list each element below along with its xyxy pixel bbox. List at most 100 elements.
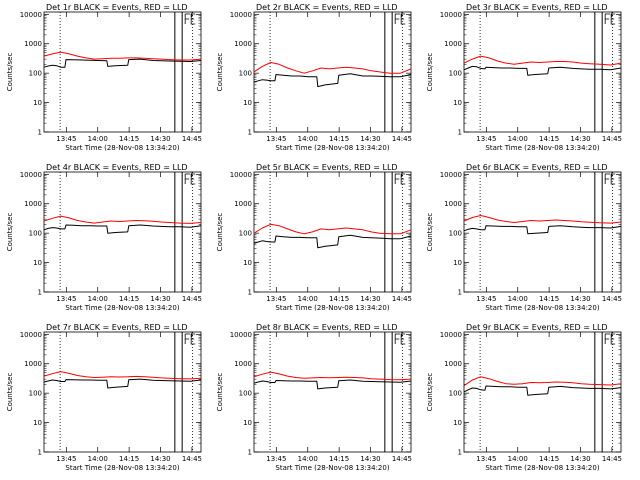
x-tick-label: 13:45 — [56, 295, 76, 303]
y-axis-label: Counts/sec — [426, 373, 434, 412]
y-tick-label: 10 — [243, 419, 252, 427]
x-tick-label: 14:00 — [298, 295, 318, 303]
y-tick-label: 10 — [243, 99, 252, 107]
y-tick-label: 1000 — [444, 200, 462, 208]
x-tick-label: 13:45 — [266, 455, 286, 463]
series-events-line — [463, 225, 622, 235]
panel-title: Det 5r BLACK = Events, RED = LLD — [256, 163, 398, 172]
y-tick-label: 10000 — [20, 11, 42, 19]
x-tick-label: 14:45 — [182, 455, 202, 463]
y-tick-label: 1000 — [24, 360, 42, 368]
y-tick-label: 1 — [248, 289, 252, 297]
flag-mark — [184, 333, 191, 344]
y-tick-label: 1 — [248, 449, 252, 457]
y-axis-label: Counts/sec — [426, 213, 434, 252]
series-events-line — [253, 234, 412, 249]
y-tick-label: 100 — [449, 230, 462, 238]
y-axis-label: Counts/sec — [6, 53, 14, 92]
flag-mark — [610, 173, 616, 185]
flag-mark — [604, 173, 611, 184]
y-tick-label: 1000 — [234, 40, 252, 48]
y-tick-label: 1000 — [24, 200, 42, 208]
y-tick-label: 1000 — [234, 200, 252, 208]
y-tick-label: 1000 — [24, 40, 42, 48]
flag-mark — [190, 333, 196, 345]
panel-det-2r: Det 2r BLACK = Events, RED = LLD 1 10 100 10… — [216, 3, 412, 152]
y-tick-label: 100 — [239, 230, 252, 238]
flag-mark — [400, 173, 406, 185]
y-tick-label: 100 — [449, 70, 462, 78]
panel-title: Det 7r BLACK = Events, RED = LLD — [46, 323, 188, 332]
panel-det-8r: Det 8r BLACK = Events, RED = LLD 1 10 100 10… — [216, 323, 412, 472]
y-tick-label: 1 — [458, 449, 462, 457]
series-events-line — [43, 58, 202, 68]
y-tick-label: 1 — [248, 129, 252, 137]
flag-mark — [604, 333, 611, 344]
plot-frame — [463, 171, 622, 293]
flag-mark — [610, 333, 616, 345]
y-tick-label: 10 — [453, 259, 462, 267]
flag-mark — [190, 173, 196, 185]
x-axis-label: Start Time (28-Nov-08 13:34:20) — [65, 144, 179, 152]
x-tick-label: 14:00 — [298, 455, 318, 463]
y-tick-label: 100 — [449, 390, 462, 398]
plot-frame — [43, 171, 202, 293]
series-events-line — [463, 65, 622, 76]
x-tick-label: 13:45 — [476, 455, 496, 463]
panel-det-1r: Det 1r BLACK = Events, RED = LLD 1 10 100 10… — [6, 3, 202, 152]
panel-title: Det 4r BLACK = Events, RED = LLD — [46, 163, 188, 172]
x-tick-label: 14:30 — [570, 135, 590, 143]
panel-det-9r: Det 9r BLACK = Events, RED = LLD 1 10 100 10… — [426, 323, 622, 472]
panel-det-7r: Det 7r BLACK = Events, RED = LLD 1 10 100 10… — [6, 323, 202, 472]
flag-mark — [190, 13, 196, 25]
x-tick-label: 14:15 — [539, 135, 559, 143]
plot-frame — [253, 11, 412, 133]
panel-title: Det 6r BLACK = Events, RED = LLD — [466, 163, 608, 172]
x-tick-label: 14:45 — [602, 455, 622, 463]
flag-mark — [394, 333, 401, 344]
x-tick-label: 14:15 — [329, 455, 349, 463]
y-tick-label: 10000 — [230, 171, 252, 179]
x-tick-label: 14:45 — [392, 135, 412, 143]
y-tick-label: 100 — [29, 390, 42, 398]
plot-frame — [253, 331, 412, 453]
panel-title: Det 9r BLACK = Events, RED = LLD — [466, 323, 608, 332]
y-axis-label: Counts/sec — [216, 53, 224, 92]
x-tick-label: 14:30 — [570, 455, 590, 463]
x-tick-label: 14:00 — [88, 455, 108, 463]
series-lld-line — [463, 215, 622, 224]
y-axis-label: Counts/sec — [216, 373, 224, 412]
plot-frame — [43, 11, 202, 133]
series-lld-line — [463, 55, 622, 66]
x-tick-label: 13:45 — [56, 455, 76, 463]
series-events-line — [43, 224, 202, 234]
x-tick-label: 14:45 — [182, 135, 202, 143]
flag-mark — [184, 173, 191, 184]
y-tick-label: 10 — [33, 99, 42, 107]
x-tick-label: 14:45 — [602, 295, 622, 303]
x-tick-label: 14:30 — [150, 135, 170, 143]
x-tick-label: 14:00 — [88, 135, 108, 143]
flag-mark — [184, 13, 191, 24]
y-tick-label: 10000 — [440, 331, 462, 339]
x-tick-label: 14:30 — [360, 295, 380, 303]
y-tick-label: 10000 — [440, 171, 462, 179]
panel-title: Det 2r BLACK = Events, RED = LLD — [256, 3, 398, 12]
x-tick-label: 14:15 — [119, 295, 139, 303]
series-lld-line — [43, 215, 202, 224]
panel-det-6r: Det 6r BLACK = Events, RED = LLD 1 10 100 10… — [426, 163, 622, 312]
x-tick-label: 14:30 — [570, 295, 590, 303]
x-axis-label: Start Time (28-Nov-08 13:34:20) — [485, 144, 599, 152]
series-lld-line — [463, 376, 622, 387]
series-events-line — [463, 385, 622, 396]
flag-mark — [394, 13, 401, 24]
x-axis-label: Start Time (28-Nov-08 13:34:20) — [275, 144, 389, 152]
x-axis-label: Start Time (28-Nov-08 13:34:20) — [65, 304, 179, 312]
x-tick-label: 13:45 — [476, 295, 496, 303]
y-tick-label: 10 — [33, 419, 42, 427]
flag-mark — [400, 13, 406, 25]
flag-mark — [610, 13, 616, 25]
series-events-line — [253, 379, 412, 390]
x-tick-label: 14:45 — [392, 295, 412, 303]
